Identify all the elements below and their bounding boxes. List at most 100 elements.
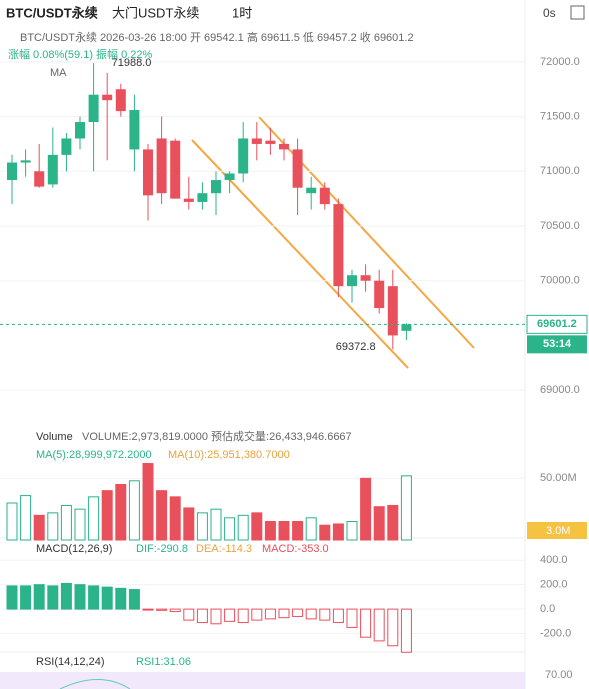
y-tick-label: 50.00M [540, 472, 577, 484]
market[interactable]: 大门USDT永续 [112, 5, 199, 20]
candle-body [347, 275, 357, 287]
candle-body [374, 280, 385, 309]
macd-bar [101, 586, 113, 610]
candle-body [197, 193, 208, 202]
volume-bar [88, 496, 100, 541]
volume-tag: 3.0M [546, 525, 570, 537]
macd-bar [88, 585, 100, 610]
y-tick-label: 70000.0 [540, 275, 580, 287]
volume-bar [224, 517, 236, 541]
candle-body [7, 162, 17, 181]
candle-body [360, 275, 371, 281]
macd-bar [47, 585, 59, 610]
volume-bar [60, 504, 72, 541]
y-tick-label: 72000.0 [540, 56, 580, 68]
y-tick-label: 71000.0 [540, 165, 580, 177]
candle-body [88, 94, 99, 123]
legend-entry: DEA:-114.3 [196, 543, 252, 555]
ma-label: MA [50, 67, 67, 79]
candle-body [143, 149, 153, 196]
macd-bar [373, 608, 385, 642]
candle-body [34, 171, 45, 187]
legend-entry: MA(10):25,951,380.7000 [168, 449, 290, 461]
volume-bar [278, 521, 290, 541]
candle-body [20, 160, 31, 163]
candle-body [47, 154, 58, 185]
legend-entry: DIF:-290.8 [136, 543, 188, 555]
candle-body [306, 187, 317, 194]
macd-bar [292, 608, 304, 617]
y-tick-label: 0.0 [540, 603, 555, 615]
macd-bar [156, 608, 168, 611]
candle-body [129, 110, 140, 150]
y-tick-label: -200.0 [540, 627, 571, 639]
volume-bar [332, 523, 344, 541]
candle-body [183, 198, 194, 202]
volume-bar [400, 475, 412, 541]
candle-body [75, 122, 85, 139]
candle-body [251, 138, 262, 144]
candle-body [211, 180, 221, 194]
macd-bar [360, 608, 372, 638]
candle-body [319, 187, 330, 205]
candle-body [115, 89, 126, 112]
volume-bar [20, 495, 32, 541]
pane-title: Volume [36, 431, 73, 443]
volume-bar [142, 463, 154, 541]
timer: 0s [543, 6, 556, 20]
y-tick-label: 70500.0 [540, 220, 580, 232]
volume-tag-bg [527, 522, 587, 539]
macd-bar [6, 585, 18, 610]
macd-bar [169, 608, 181, 613]
interval[interactable]: 1时 [232, 5, 252, 20]
volume-bar [292, 521, 304, 541]
volume-bar [360, 477, 372, 541]
price-tag-bg [526, 314, 588, 334]
candle-body [292, 149, 303, 188]
macd-bar [74, 584, 86, 610]
volume-bar [237, 514, 249, 541]
macd-bar [332, 608, 344, 624]
legend-entry: RSI1:31.06 [136, 656, 191, 668]
fullscreen-icon[interactable] [570, 5, 585, 20]
macd-bar [251, 608, 263, 621]
volume-bar [373, 506, 385, 541]
low-annotation: 69372.8 [336, 341, 376, 353]
macd-bar [20, 585, 32, 610]
symbol[interactable]: BTC/USDT永续 [6, 5, 98, 20]
volume-bar [251, 512, 263, 541]
volume-bar [6, 502, 18, 541]
volume-bar [101, 490, 113, 541]
macd-bar [115, 587, 127, 610]
y-tick-label: 69000.0 [540, 384, 580, 396]
volume-bar [196, 512, 208, 541]
macd-bar [319, 608, 331, 621]
price-tag: 69601.2 [537, 318, 577, 330]
change-info: 涨幅 0.08%(59.1) 振幅 0.22% [8, 47, 153, 61]
macd-bar [183, 608, 195, 621]
pane-title: RSI(14,12,24) [36, 656, 104, 668]
candle-body [102, 94, 113, 101]
volume-bar [128, 480, 140, 541]
volume-bar [33, 514, 45, 541]
macd-bar [210, 608, 222, 625]
legend-entry: MA(5):28,999,972.2000 [36, 449, 152, 461]
volume-bar [305, 517, 317, 541]
volume-bar [210, 508, 222, 541]
macd-bar [278, 608, 290, 619]
legend-entry: MACD:-353.0 [262, 543, 329, 555]
candle-body [387, 286, 398, 336]
volume-bar [115, 484, 127, 541]
volume-bar [47, 512, 59, 541]
candle-body [265, 140, 276, 144]
macd-bar [400, 608, 412, 653]
pane-subtitle: VOLUME:2,973,819.0000 预估成交量:26,433,946.6… [82, 429, 352, 443]
candle-body [401, 324, 412, 331]
candle-body [61, 138, 72, 155]
y-tick-label: 400.0 [540, 554, 568, 566]
macd-bar [142, 608, 154, 611]
macd-bar [196, 608, 208, 624]
ohlc-info: BTC/USDT永续 2026-03-26 18:00 开 69542.1 高 … [20, 30, 414, 44]
candle-body [279, 143, 289, 150]
volume-bar [169, 496, 181, 541]
